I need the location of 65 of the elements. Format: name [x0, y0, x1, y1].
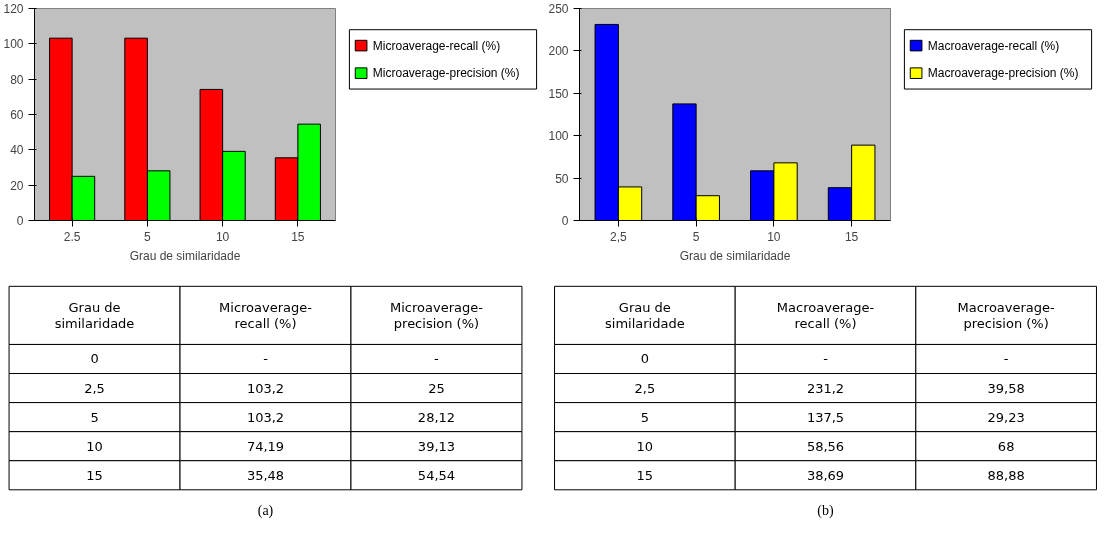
text: (a) — [257, 502, 274, 519]
text: 137,5 — [806, 409, 845, 425]
y-tick-label: 100 — [3, 37, 24, 52]
text: 88,88 — [987, 467, 1025, 483]
y-tick-label: 120 — [3, 2, 24, 16]
text: 39,13 — [417, 438, 456, 454]
text: 39,58 — [987, 380, 1025, 396]
y-tick-label: 150 — [548, 86, 569, 101]
x-tick-label: 5 — [692, 229, 700, 244]
y-tick-label: 20 — [10, 178, 24, 193]
y-tick-label: 50 — [555, 171, 569, 186]
y-tick-label: 0 — [16, 214, 24, 228]
text: - — [263, 351, 269, 367]
y-tick-label: 250 — [548, 2, 569, 16]
text: 54,54 — [417, 467, 456, 483]
text: - — [434, 351, 440, 367]
text: 29,23 — [987, 409, 1025, 425]
legend-label: Microaverage-recall (%) — [372, 38, 501, 53]
x-tick-label: 15 — [844, 229, 859, 244]
text: Microaverage-recall (%) — [219, 299, 313, 332]
text: 231,2 — [806, 380, 845, 396]
text: 10 — [636, 438, 654, 454]
text: 15 — [636, 467, 654, 483]
text: 15 — [86, 467, 103, 483]
text: - — [1003, 351, 1009, 367]
text: 2,5 — [84, 380, 105, 396]
text: 103,2 — [246, 409, 285, 425]
text: 10 — [86, 438, 103, 454]
x-axis-title: Grau de similaridade — [679, 248, 791, 263]
text: Macroaverage-recall (%) — [776, 299, 875, 332]
legend-label: Macroaverage-precision (%) — [927, 66, 1079, 81]
text: 28,12 — [417, 409, 456, 425]
x-tick-label: 2,5 — [610, 229, 628, 244]
y-tick-label: 60 — [10, 108, 24, 122]
text: Grau de similaridade — [54, 299, 135, 332]
text: (b) — [817, 502, 834, 519]
text: 58,56 — [806, 438, 845, 454]
y-tick-label: 200 — [548, 44, 569, 59]
text: 5 — [640, 409, 649, 425]
x-tick-label: 10 — [767, 229, 781, 244]
x-tick-label: 2.5 — [63, 229, 81, 244]
x-tick-label: 10 — [215, 229, 230, 244]
text: Macroaverage-precision (%) — [957, 299, 1056, 332]
x-axis-title: Grau de similaridade — [129, 248, 241, 263]
y-tick-label: 80 — [10, 72, 24, 87]
text: 103,2 — [246, 380, 285, 396]
text: 35,48 — [246, 467, 285, 483]
text: 0 — [640, 351, 649, 367]
text: 5 — [90, 409, 99, 425]
text: Microaverage-precision (%) — [390, 299, 484, 332]
y-tick-label: 100 — [548, 129, 569, 144]
y-tick-label: 0 — [561, 214, 569, 228]
text: 38,69 — [806, 467, 845, 483]
text: 68 — [997, 438, 1015, 454]
x-tick-label: 5 — [144, 229, 152, 244]
text: 2,5 — [634, 380, 656, 396]
x-tick-label: 15 — [291, 229, 305, 244]
text: 0 — [90, 351, 99, 367]
text: - — [823, 351, 829, 367]
y-tick-label: 40 — [10, 143, 24, 158]
legend-label: Macroaverage-recall (%) — [927, 38, 1060, 53]
text: Grau de similaridade — [605, 299, 685, 332]
text: 25 — [428, 380, 445, 396]
text: 74,19 — [246, 438, 285, 454]
legend-label: Microaverage-precision (%) — [372, 66, 520, 81]
